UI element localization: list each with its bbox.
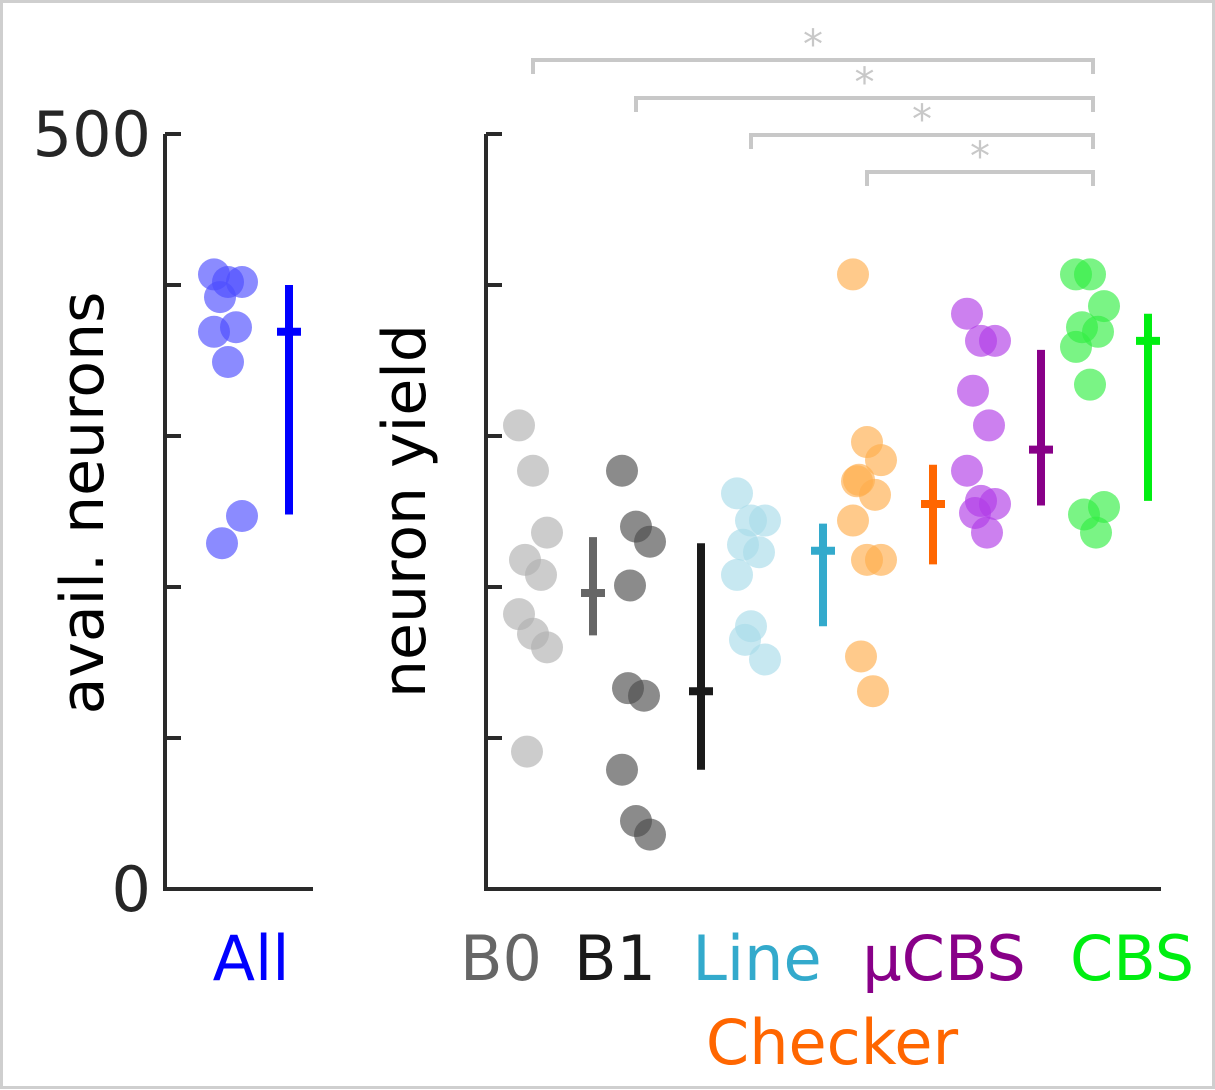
x-label-checker: Checker: [706, 1006, 959, 1079]
right-point-line: [721, 558, 753, 591]
right-point-checker: [865, 543, 897, 576]
x-label-line: Line: [692, 922, 821, 995]
left-point-all: [204, 281, 236, 314]
left-point-all: [226, 500, 258, 533]
right-point-cbs: [1060, 330, 1092, 363]
left-x-labels: All: [213, 922, 290, 995]
x-label-cbs: CBS: [1070, 922, 1194, 995]
x-label-cbs: μCBS: [862, 922, 1026, 995]
left-y-tick-label: 0: [112, 853, 151, 926]
left-marks: [198, 258, 301, 560]
right-point-cbs: [1074, 368, 1106, 401]
significance-star: *: [855, 60, 875, 106]
right-point-cbs: [957, 374, 989, 407]
right-point-cbs: [951, 297, 983, 330]
significance-bracket: [865, 170, 1095, 186]
right-point-cbs: [1080, 516, 1112, 549]
right-point-b1: [628, 679, 660, 712]
right-point-line: [743, 536, 775, 569]
x-label-all: All: [213, 922, 290, 995]
right-point-checker: [865, 444, 897, 477]
right-y-axis-label: neuron yield: [370, 324, 440, 698]
right-point-b1: [606, 753, 638, 786]
left-panel: avail. neurons 0 500 All: [33, 98, 313, 995]
right-x-labels: B0 B1 Line Checker μCBS CBS: [460, 922, 1194, 1079]
right-marks: [503, 258, 1160, 851]
right-point-line: [729, 623, 761, 656]
right-point-checker: [837, 504, 869, 537]
left-axes: 0 500: [33, 98, 313, 926]
right-point-checker: [837, 258, 869, 291]
left-point-all: [212, 346, 244, 379]
right-point-line: [749, 643, 781, 676]
significance-bracket: [634, 96, 1095, 112]
right-point-cbs: [971, 516, 1003, 549]
right-point-cbs: [979, 324, 1011, 357]
right-point-checker: [841, 465, 873, 498]
right-point-b0: [531, 631, 563, 664]
right-point-cbs: [973, 409, 1005, 442]
significance-brackets: * * * *: [531, 22, 1095, 186]
x-label-b1: B1: [574, 922, 656, 995]
significance-bracket: [749, 133, 1095, 149]
significance-star: *: [912, 97, 932, 143]
right-point-b1: [634, 818, 666, 851]
significance-bracket: [531, 58, 1095, 74]
right-point-line: [749, 504, 781, 537]
significance-star: *: [970, 134, 990, 180]
right-point-checker: [857, 675, 889, 708]
right-point-b0: [531, 516, 563, 549]
right-point-checker: [845, 640, 877, 673]
right-point-line: [721, 477, 753, 510]
right-point-b1: [614, 569, 646, 602]
right-point-cbs: [951, 454, 983, 487]
right-point-b0: [503, 409, 535, 442]
left-point-all: [198, 315, 230, 348]
left-point-all: [206, 527, 238, 560]
right-axes: [484, 132, 1161, 891]
right-point-b0: [511, 735, 543, 768]
left-y-tick-label: 500: [33, 98, 151, 171]
significance-star: *: [803, 22, 823, 68]
x-label-b0: B0: [460, 922, 542, 995]
right-point-b0: [517, 454, 549, 487]
right-point-b1: [634, 525, 666, 558]
right-point-b1: [606, 454, 638, 487]
right-point-cbs: [1074, 258, 1106, 291]
right-point-b0: [525, 558, 557, 591]
left-y-axis-label: avail. neurons: [48, 292, 118, 715]
right-panel: neuron yield * * * * B0 B1 Line Checker μCBS CBS: [370, 22, 1194, 1079]
right-point-cbs: [1088, 290, 1120, 323]
